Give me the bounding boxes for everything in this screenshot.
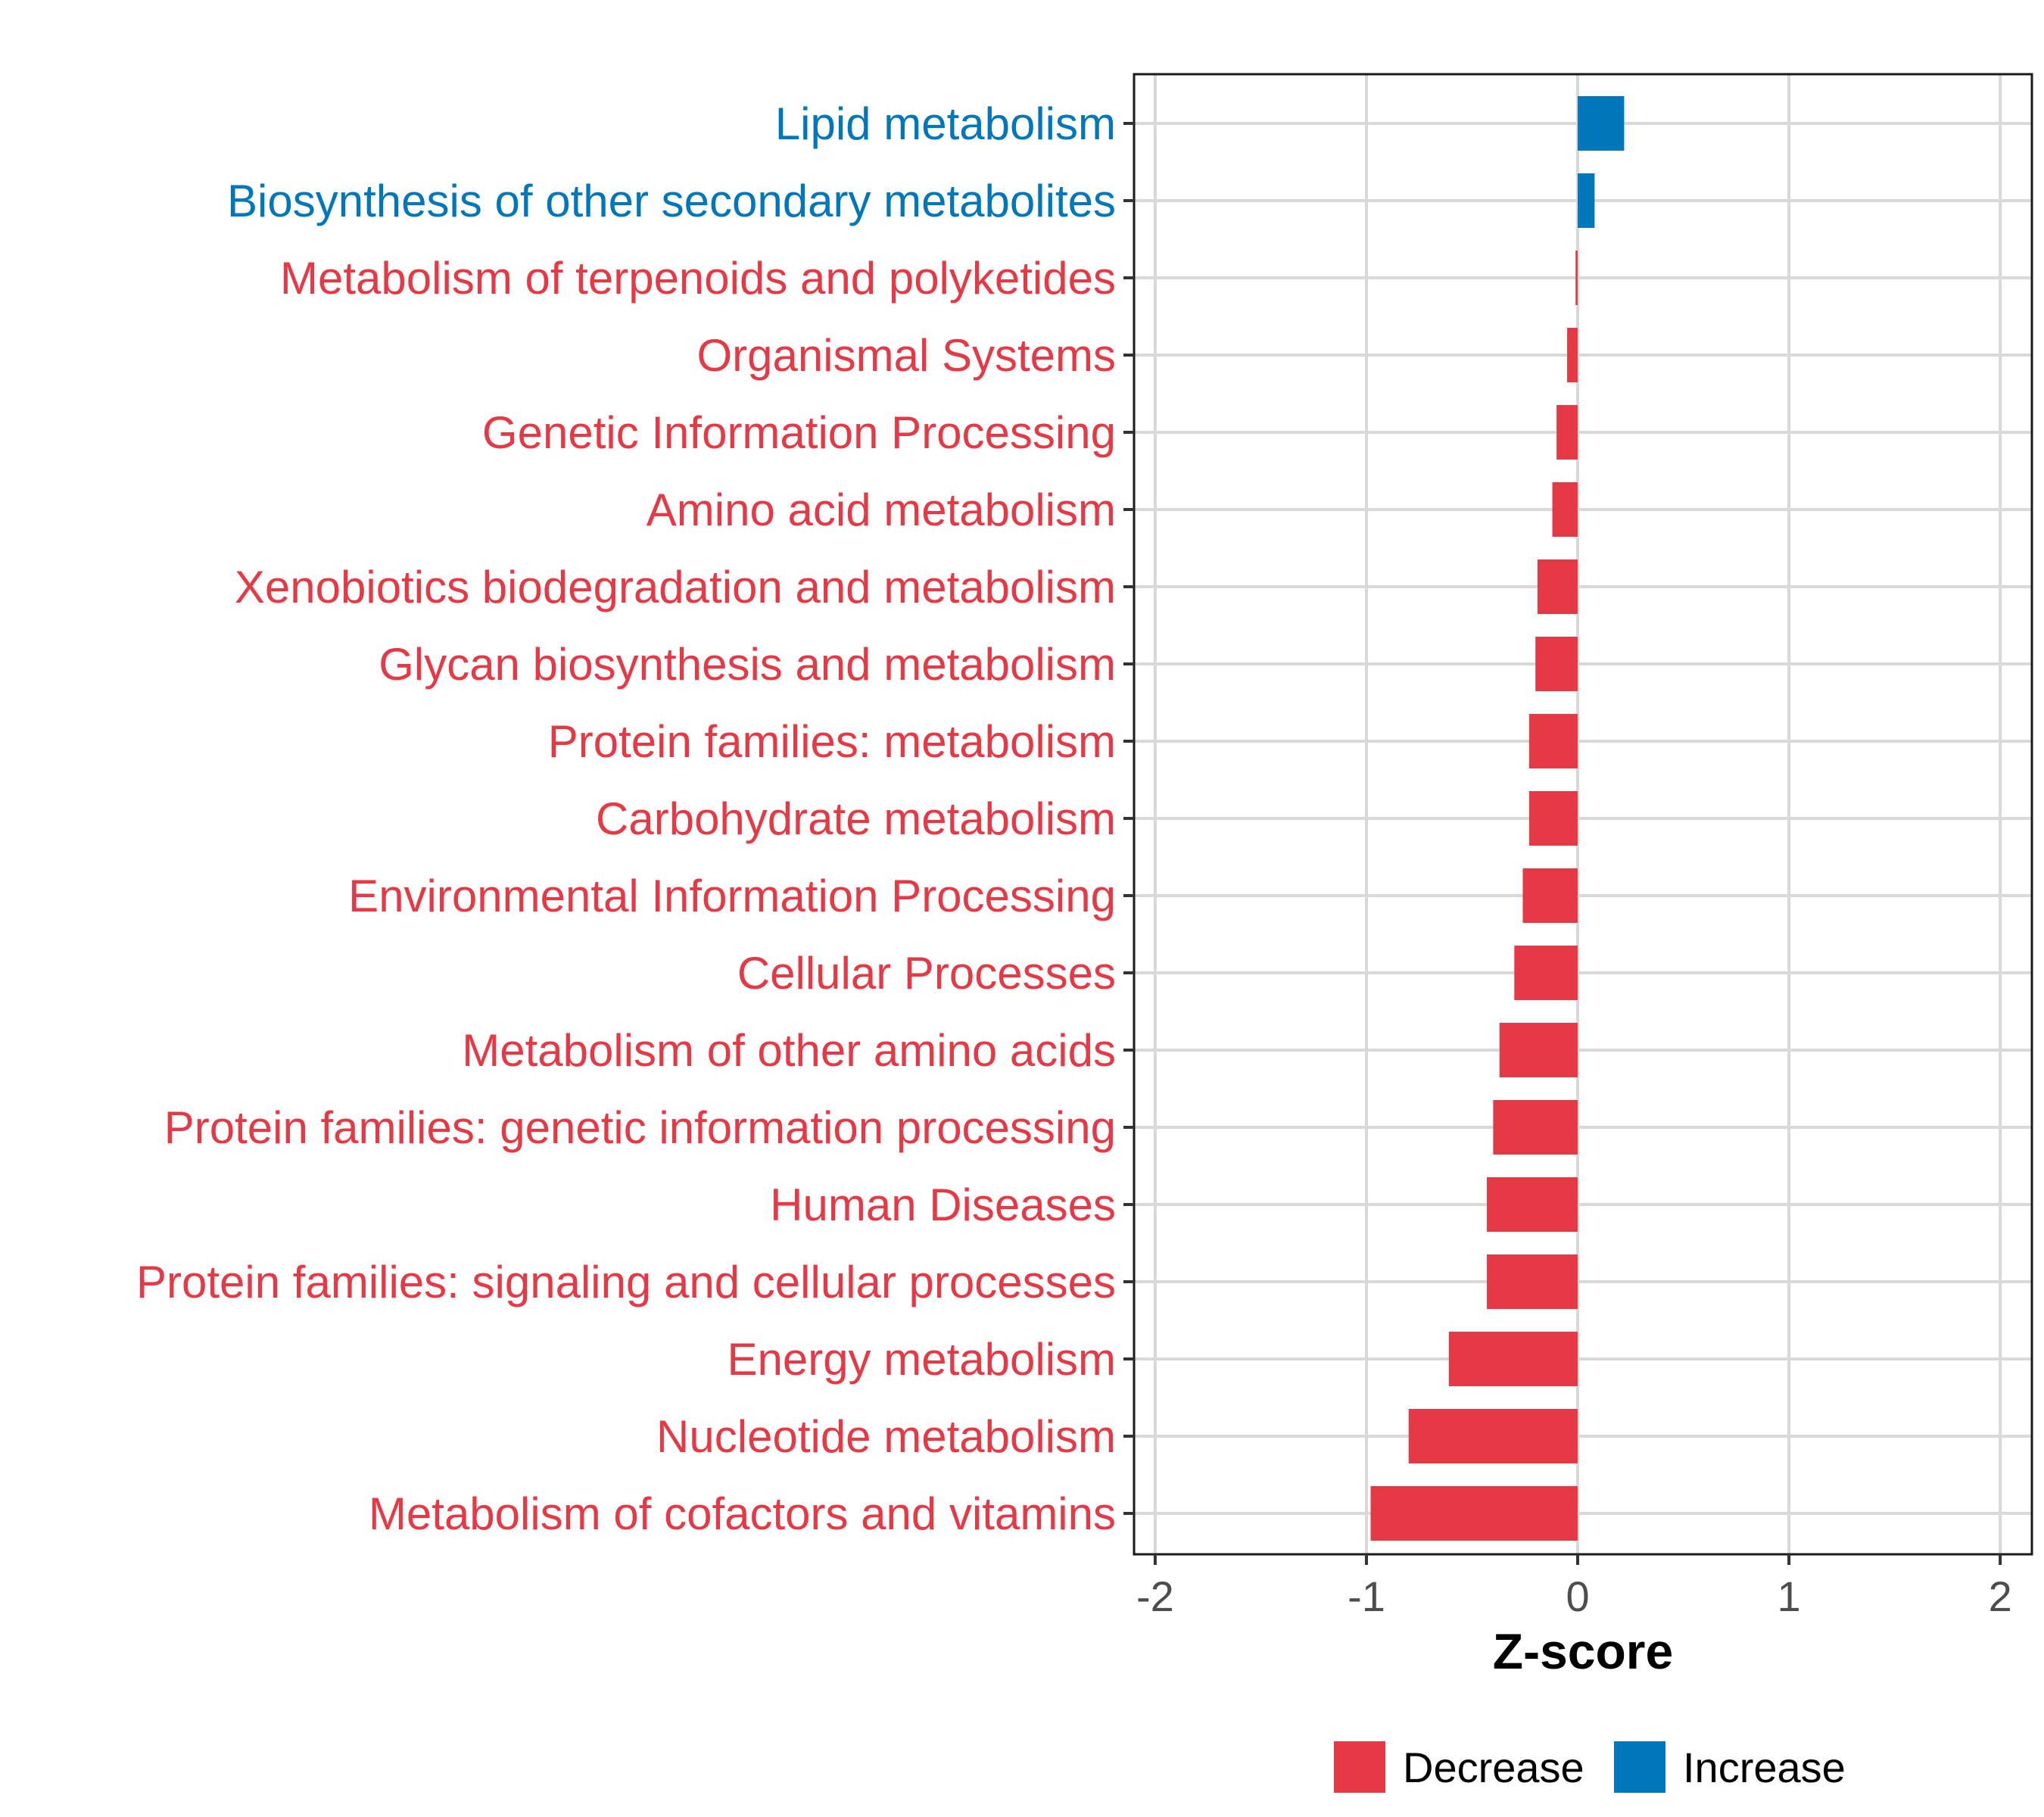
category-label: Metabolism of other amino acids: [462, 1025, 1116, 1076]
bar: [1487, 1177, 1578, 1232]
bar: [1528, 791, 1578, 846]
category-label: Xenobiotics biodegradation and metabolis…: [235, 562, 1116, 612]
x-axis-title: Z-score: [1493, 1623, 1673, 1679]
bar: [1408, 1409, 1578, 1463]
category-label: Protein families: signaling and cellular…: [136, 1257, 1116, 1307]
bar: [1567, 328, 1578, 382]
category-label: Cellular Processes: [737, 948, 1116, 999]
bar: [1528, 714, 1578, 768]
bars: [1370, 96, 1625, 1541]
legend-swatch: [1614, 1741, 1665, 1793]
category-label: Metabolism of cofactors and vitamins: [369, 1488, 1116, 1539]
x-axis-ticks: -2 -1 0 1 2: [1136, 1554, 2012, 1620]
y-axis-ticks: [1123, 122, 1134, 1515]
category-label: Protein families: genetic information pr…: [164, 1102, 1116, 1153]
x-tick-label: -2: [1136, 1572, 1174, 1620]
legend-label: Decrease: [1403, 1744, 1584, 1791]
bar: [1514, 946, 1578, 1000]
category-label: Protein families: metabolism: [548, 716, 1116, 767]
bar: [1575, 251, 1578, 305]
category-label: Environmental Information Processing: [348, 871, 1116, 921]
bar: [1556, 405, 1578, 460]
bar: [1448, 1332, 1578, 1386]
category-label: Glycan biosynthesis and metabolism: [379, 639, 1116, 690]
x-tick-label: 0: [1566, 1572, 1589, 1620]
bar: [1487, 1254, 1578, 1309]
bar: [1552, 482, 1578, 537]
grid-lines: [1134, 74, 2032, 1554]
bar: [1522, 868, 1578, 923]
legend-label: Increase: [1683, 1744, 1846, 1791]
category-label: Carbohydrate metabolism: [596, 793, 1116, 844]
x-tick-label: 1: [1778, 1572, 1801, 1620]
legend: Decrease Increase: [1334, 1741, 1846, 1793]
plot-panel-border: [1133, 73, 2033, 1556]
bar: [1499, 1023, 1578, 1077]
bar: [1538, 559, 1578, 614]
category-label: Organismal Systems: [697, 330, 1116, 381]
category-label: Human Diseases: [770, 1180, 1116, 1230]
bar: [1535, 637, 1578, 691]
x-tick-label: 2: [1989, 1572, 2012, 1620]
legend-item-decrease: Decrease: [1334, 1741, 1584, 1793]
category-label: Amino acid metabolism: [647, 485, 1116, 535]
category-label: Metabolism of terpenoids and polyketides: [280, 253, 1116, 304]
x-tick-label: -1: [1348, 1572, 1385, 1620]
legend-swatch: [1334, 1741, 1385, 1793]
y-axis-category-labels: Lipid metabolism Biosynthesis of other se…: [136, 98, 1116, 1539]
bar: [1578, 173, 1595, 228]
bar: [1578, 96, 1625, 151]
legend-item-increase: Increase: [1614, 1741, 1846, 1793]
category-label: Biosynthesis of other secondary metaboli…: [227, 176, 1116, 226]
bar: [1493, 1100, 1578, 1155]
category-label: Genetic Information Processing: [482, 407, 1116, 458]
category-label: Energy metabolism: [727, 1334, 1116, 1385]
bar: [1370, 1486, 1578, 1541]
category-label: Nucleotide metabolism: [656, 1411, 1116, 1462]
category-label: Lipid metabolism: [775, 98, 1116, 149]
